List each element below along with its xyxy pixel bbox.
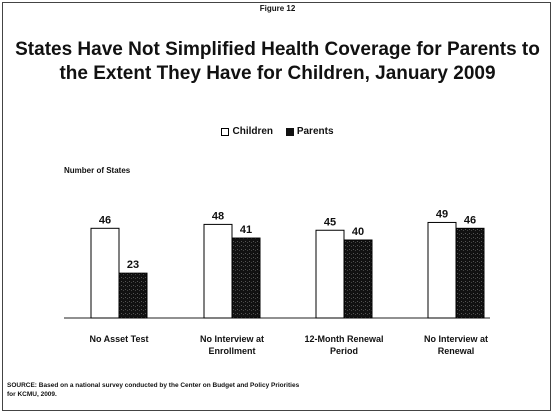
data-label-children-4: 49 xyxy=(436,208,448,220)
category-label-3: 12-Month Renewal Period xyxy=(304,334,383,356)
data-label-parents-3: 40 xyxy=(352,226,364,238)
category-label-4: No Interview at Renewal xyxy=(424,334,488,356)
y-axis-label: Number of States xyxy=(64,166,131,175)
data-label-parents-4: 46 xyxy=(464,214,476,226)
legend-swatch-children xyxy=(221,127,230,136)
chart-legend: Children Parents xyxy=(0,126,555,139)
chart-title: States Have Not Simplified Health Covera… xyxy=(15,39,540,84)
data-label-children-1: 46 xyxy=(99,214,111,226)
data-label-parents-1: 23 xyxy=(127,259,139,271)
data-label-parents-2: 41 xyxy=(240,224,252,236)
legend-item-parents: Parents xyxy=(285,126,334,137)
bar-children-3 xyxy=(315,229,345,319)
figure-frame xyxy=(2,2,551,411)
source-note: SOURCE: Based on a national survey condu… xyxy=(7,382,300,398)
bar-parents-3 xyxy=(343,239,373,319)
legend-item-children: Children xyxy=(221,126,273,137)
data-label-children-3: 45 xyxy=(324,216,336,228)
bar-children-1 xyxy=(90,227,120,319)
legend-label-parents: Parents xyxy=(296,126,334,137)
bar-children-2 xyxy=(203,223,233,319)
legend-label-children: Children xyxy=(232,126,274,137)
data-label-children-2: 48 xyxy=(212,210,224,222)
bar-parents-4 xyxy=(455,227,485,319)
category-label-2: No Interview at Enrollment xyxy=(200,334,264,356)
category-label-1: No Asset Test xyxy=(89,334,148,344)
bar-parents-1 xyxy=(118,272,148,319)
legend-swatch-parents xyxy=(285,127,294,136)
bar-parents-2 xyxy=(231,237,261,319)
figure-label: Figure 12 xyxy=(259,4,296,13)
bar-children-4 xyxy=(427,221,457,319)
